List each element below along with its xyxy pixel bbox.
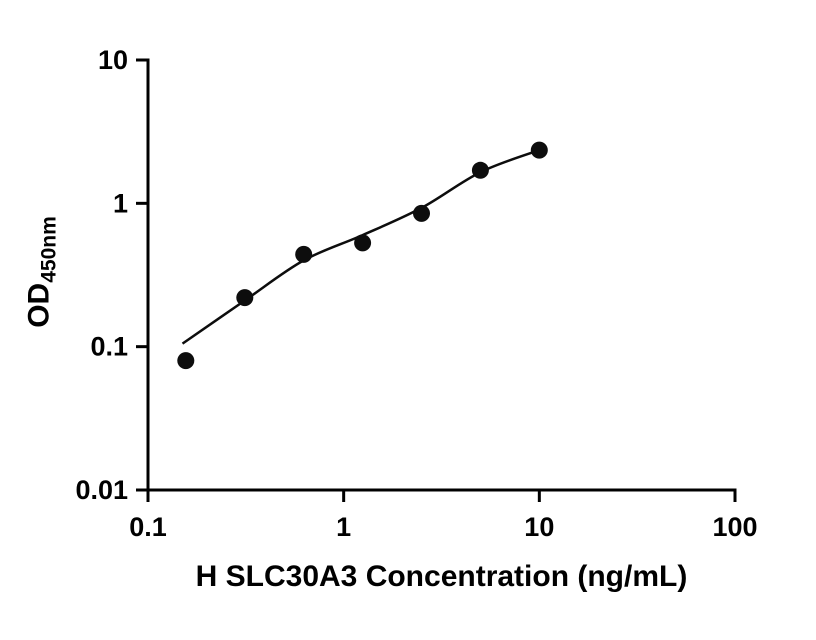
y-tick-label: 1 xyxy=(113,188,128,218)
data-point xyxy=(471,161,489,179)
x-tick-label: 1 xyxy=(336,512,351,542)
data-point xyxy=(413,204,430,222)
y-tick-label: 0.1 xyxy=(90,332,128,362)
x-axis-title: H SLC30A3 Concentration (ng/mL) xyxy=(195,560,688,593)
x-tick-label: 0.1 xyxy=(129,512,167,542)
data-point xyxy=(354,234,372,252)
y-tick-label: 10 xyxy=(98,45,128,75)
y-axis-title-subscript: 450nm xyxy=(37,216,61,283)
data-point xyxy=(236,289,254,307)
axis-lines xyxy=(146,58,737,492)
data-point xyxy=(530,141,548,159)
data-point xyxy=(177,352,195,370)
x-tick-label: 10 xyxy=(524,512,554,542)
y-axis-title: OD450nm xyxy=(23,216,62,328)
data-point xyxy=(295,245,313,263)
x-tick-label: 100 xyxy=(712,512,757,542)
y-axis-title-main: OD xyxy=(22,282,56,328)
y-tick-label: 0.01 xyxy=(75,475,128,505)
